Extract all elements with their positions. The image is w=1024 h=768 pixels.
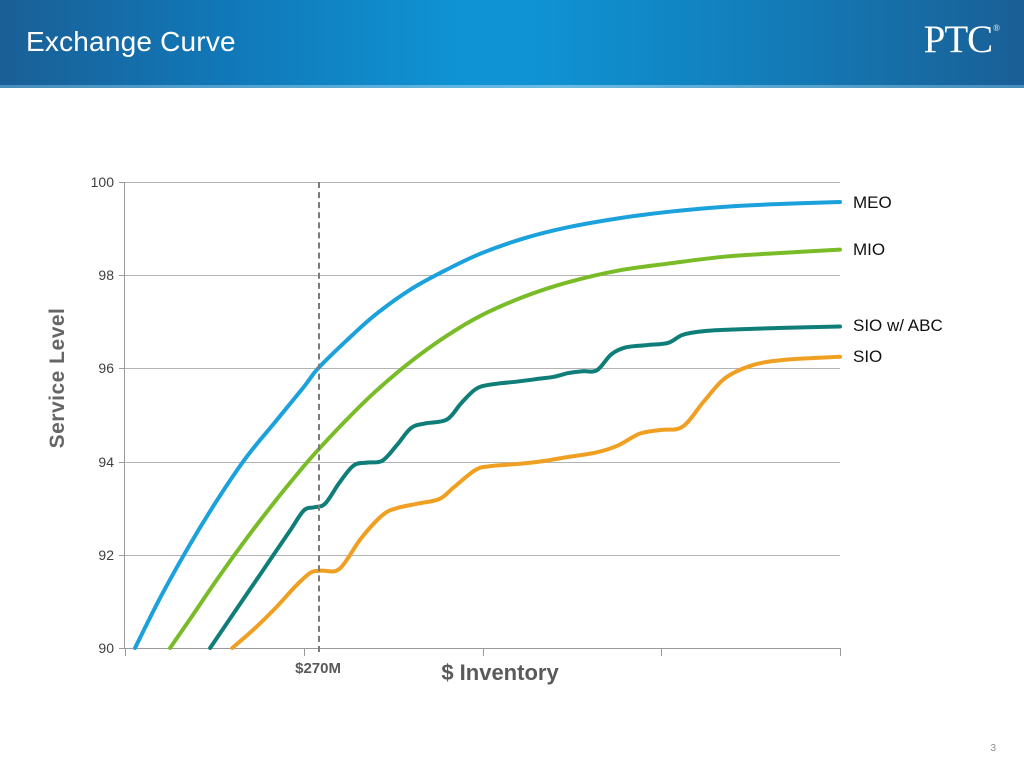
gridline [125,182,840,183]
series-line-sio-w-abc [208,324,842,650]
y-axis-title: Service Level [46,307,69,449]
x-axis-line [124,648,840,649]
x-axis-tick [303,648,305,656]
y-axis-line [124,182,125,648]
registered-trademark-icon: ® [993,23,1000,33]
header-accent-line [0,85,1024,88]
plot-area: 90 92 94 96 98 100 $270M MEO MIO SIO w/ ABC SIO [91,174,943,677]
page-number: 3 [990,743,996,754]
slide-header-bar: Exchange Curve PTC® [0,0,1024,88]
series-line-mio [168,247,842,650]
exchange-curve-chart: Service Level $ Inventory 90 92 94 96 98 100 … [0,88,1024,768]
gridline [125,368,840,370]
legend-label-sio-w-abc: SIO w/ ABC [853,316,943,336]
y-axis-tick [119,461,125,463]
series-line-sio [230,354,842,650]
y-axis-tick-label: 96 [98,360,114,377]
y-axis-tick-label: 100 [90,174,114,190]
y-axis-tick-label: 98 [98,267,114,284]
ptc-logo-wordmark: PTC [923,18,994,61]
y-axis-tick [119,368,125,370]
x-axis-tick [840,648,841,656]
gridline [125,275,840,277]
y-axis-tick-label: 94 [98,453,114,470]
y-axis-tick [119,182,125,183]
page-title: Exchange Curve [26,26,236,57]
x-axis-tick [482,648,484,656]
legend-label-sio: SIO [853,346,883,366]
reference-line-270m [318,182,321,652]
series-line-meo [133,200,842,650]
series-lines [133,200,842,650]
y-axis-tick [119,554,125,556]
legend-label-meo: MEO [853,192,892,212]
x-axis-tick [125,648,126,656]
legend-label-mio: MIO [853,239,886,259]
reference-line-label: $270M [295,660,341,677]
y-axis-tick-label: 92 [98,546,114,563]
y-axis-tick [119,275,125,277]
gridline [125,461,840,463]
gridline [125,554,840,556]
x-axis-title: $ Inventory [441,660,559,685]
y-axis-tick [119,648,125,649]
y-axis-tick-label: 90 [98,640,114,656]
x-axis-tick [661,648,663,656]
ptc-logo: PTC® [924,20,1000,59]
